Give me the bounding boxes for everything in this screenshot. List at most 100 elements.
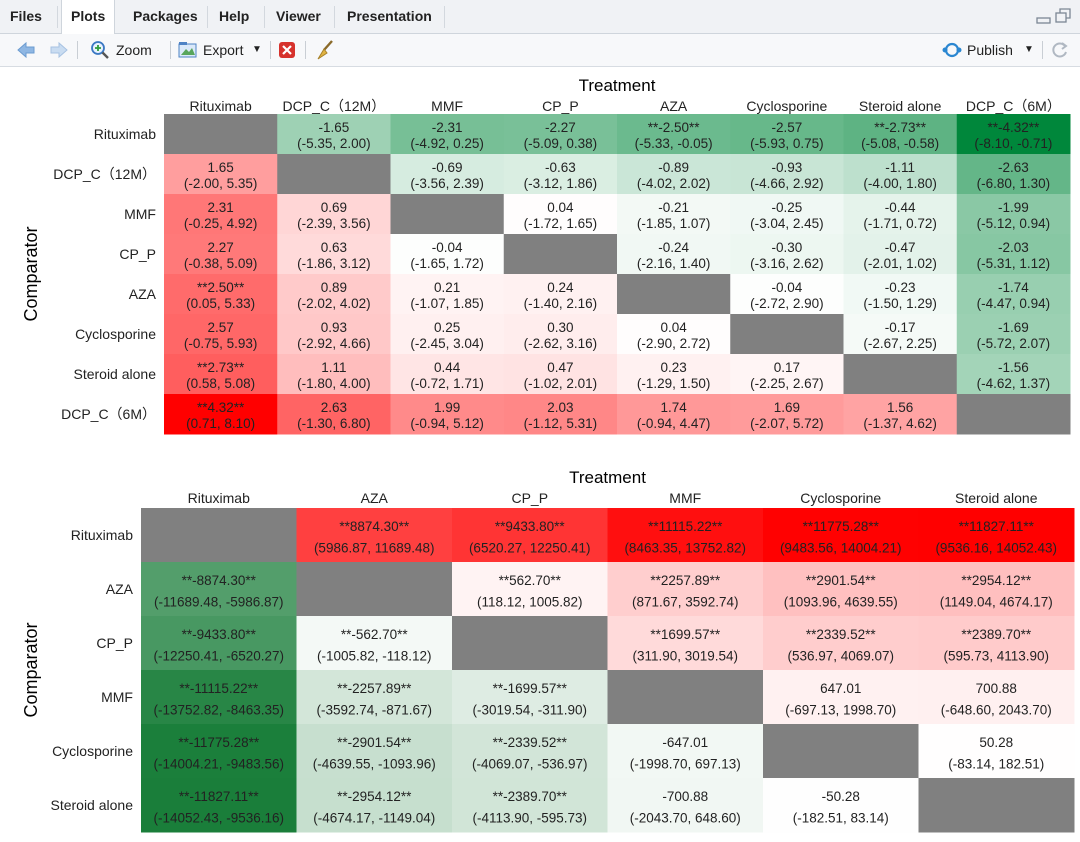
column-header: AZA: [361, 490, 389, 506]
cell-value: 700.88: [976, 681, 1017, 696]
cell-value: **-562.70**: [341, 627, 409, 642]
cell-ci: (-83.14, 182.51): [948, 757, 1044, 772]
cell-ci: (-2.25, 2.67): [750, 376, 824, 391]
publish-button[interactable]: Publish ▼: [942, 34, 1034, 66]
back-arrow-icon[interactable]: [16, 41, 36, 59]
diagonal-cell: [141, 508, 297, 563]
cell-value: 0.63: [321, 240, 347, 255]
tab-files[interactable]: Files: [10, 8, 42, 24]
toolbar-separator: [305, 41, 306, 59]
heatmap-cell: [452, 670, 608, 725]
tab-plots[interactable]: Plots: [61, 0, 116, 34]
cell-ci: (-12250.41, -6520.27): [153, 649, 284, 664]
heatmap-cell: [296, 616, 453, 671]
heatmap-cell: [164, 354, 278, 395]
cell-ci: (-3592.74, -871.67): [316, 703, 432, 718]
cell-ci: (-2.16, 1.40): [637, 256, 711, 271]
heatmap-cell: [730, 354, 844, 395]
row-label: Rituximab: [94, 126, 156, 142]
cell-value: **562.70**: [499, 573, 562, 588]
toolbar-separator: [270, 41, 271, 59]
tab-presentation[interactable]: Presentation: [347, 8, 432, 24]
heatmap-cell: [730, 234, 844, 275]
row-label: AZA: [106, 581, 134, 597]
tab-packages[interactable]: Packages: [133, 8, 198, 24]
minimize-pane-icon[interactable]: [1036, 11, 1052, 25]
cell-value: -2.31: [432, 120, 463, 135]
heatmap-cell: [956, 274, 1071, 315]
publish-icon: [942, 42, 962, 58]
cell-ci: (1149.04, 4674.17): [940, 595, 1053, 610]
cell-value: 0.21: [434, 280, 460, 295]
cell-value: 1.65: [207, 160, 233, 175]
cell-ci: (1093.96, 4639.55): [784, 595, 898, 610]
heatmap-cell: [277, 234, 391, 275]
heatmap-cell: [730, 114, 844, 155]
heatmap-cell: [918, 508, 1075, 563]
diagonal-cell: [164, 114, 278, 155]
cell-value: **-11827.11**: [179, 789, 260, 804]
cell-value: -2.63: [998, 160, 1029, 175]
cell-ci: (-2043.70, 648.60): [630, 811, 741, 826]
cell-value: **1699.57**: [650, 627, 721, 642]
heatmap-cell: [452, 778, 608, 833]
heatmap-cell: [843, 394, 958, 435]
cell-ci: (-5.35, 2.00): [297, 136, 371, 151]
cell-ci: (-2.02, 4.02): [297, 296, 371, 311]
cell-ci: (-4.62, 1.37): [977, 376, 1051, 391]
cell-value: **2901.54**: [806, 573, 877, 588]
tab-viewer[interactable]: Viewer: [276, 8, 321, 24]
cell-ci: (-182.51, 83.14): [793, 811, 889, 826]
diagonal-cell: [918, 778, 1075, 833]
cell-value: **11827.11**: [959, 519, 1035, 534]
remove-plot-icon[interactable]: [278, 41, 296, 59]
heatmap-cell: [617, 154, 731, 195]
column-header: CP_P: [542, 98, 579, 114]
cell-value: 2.31: [207, 200, 233, 215]
heatmap-cell: [956, 314, 1071, 355]
heatmap-cell: [141, 670, 297, 725]
diagonal-cell: [607, 670, 764, 725]
cell-ci: (595.73, 4113.90): [943, 649, 1049, 664]
cell-value: **-2.73**: [874, 120, 927, 135]
cell-ci: (-1.85, 1.07): [637, 216, 711, 231]
heatmap-cell: [503, 114, 618, 155]
diagonal-cell: [503, 234, 618, 275]
cell-value: -2.57: [771, 120, 802, 135]
cell-value: 1.56: [887, 400, 913, 415]
cell-ci: (118.12, 1005.82): [477, 595, 583, 610]
heatmap-cell: [503, 354, 618, 395]
clear-all-broom-icon[interactable]: [314, 39, 336, 61]
column-header: DCP_C（6M）: [966, 98, 1061, 114]
heatmap-cell: [843, 274, 958, 315]
forward-arrow-icon[interactable]: [49, 41, 69, 59]
maximize-pane-icon[interactable]: [1054, 7, 1072, 25]
cell-ci: (-1.12, 5.31): [524, 416, 598, 431]
tab-separator: [57, 6, 58, 28]
cell-ci: (-4113.90, -595.73): [472, 811, 587, 826]
cell-value: -1.74: [998, 280, 1029, 295]
export-button[interactable]: Export ▼: [178, 34, 264, 66]
y-axis-label: Comparator: [21, 226, 41, 321]
cell-value: -1.99: [998, 200, 1029, 215]
heatmap-cell: [918, 616, 1075, 671]
column-header: Cyclosporine: [800, 490, 881, 506]
refresh-icon[interactable]: [1051, 41, 1069, 59]
cell-ci: (-1.37, 4.62): [863, 416, 937, 431]
cell-ci: (-0.94, 4.47): [637, 416, 711, 431]
heatmap-cell: [843, 314, 958, 355]
heatmap-cell: [763, 778, 919, 833]
cell-ci: (6520.27, 12250.41): [469, 541, 591, 556]
cell-value: 0.44: [434, 360, 461, 375]
cell-ci: (-2.62, 3.16): [524, 336, 598, 351]
cell-ci: (-5.93, 0.75): [750, 136, 824, 151]
cell-ci: (871.67, 3592.74): [632, 595, 739, 610]
cell-ci: (8463.35, 13752.82): [624, 541, 746, 556]
tab-help[interactable]: Help: [219, 8, 250, 24]
cell-value: **-8874.30**: [182, 573, 257, 588]
cell-value: -1.11: [885, 160, 915, 175]
cell-ci: (-4639.55, -1093.96): [313, 757, 436, 772]
column-header: Steroid alone: [955, 490, 1038, 506]
heatmap-cell: [607, 724, 764, 779]
heatmap-cell: [617, 114, 731, 155]
